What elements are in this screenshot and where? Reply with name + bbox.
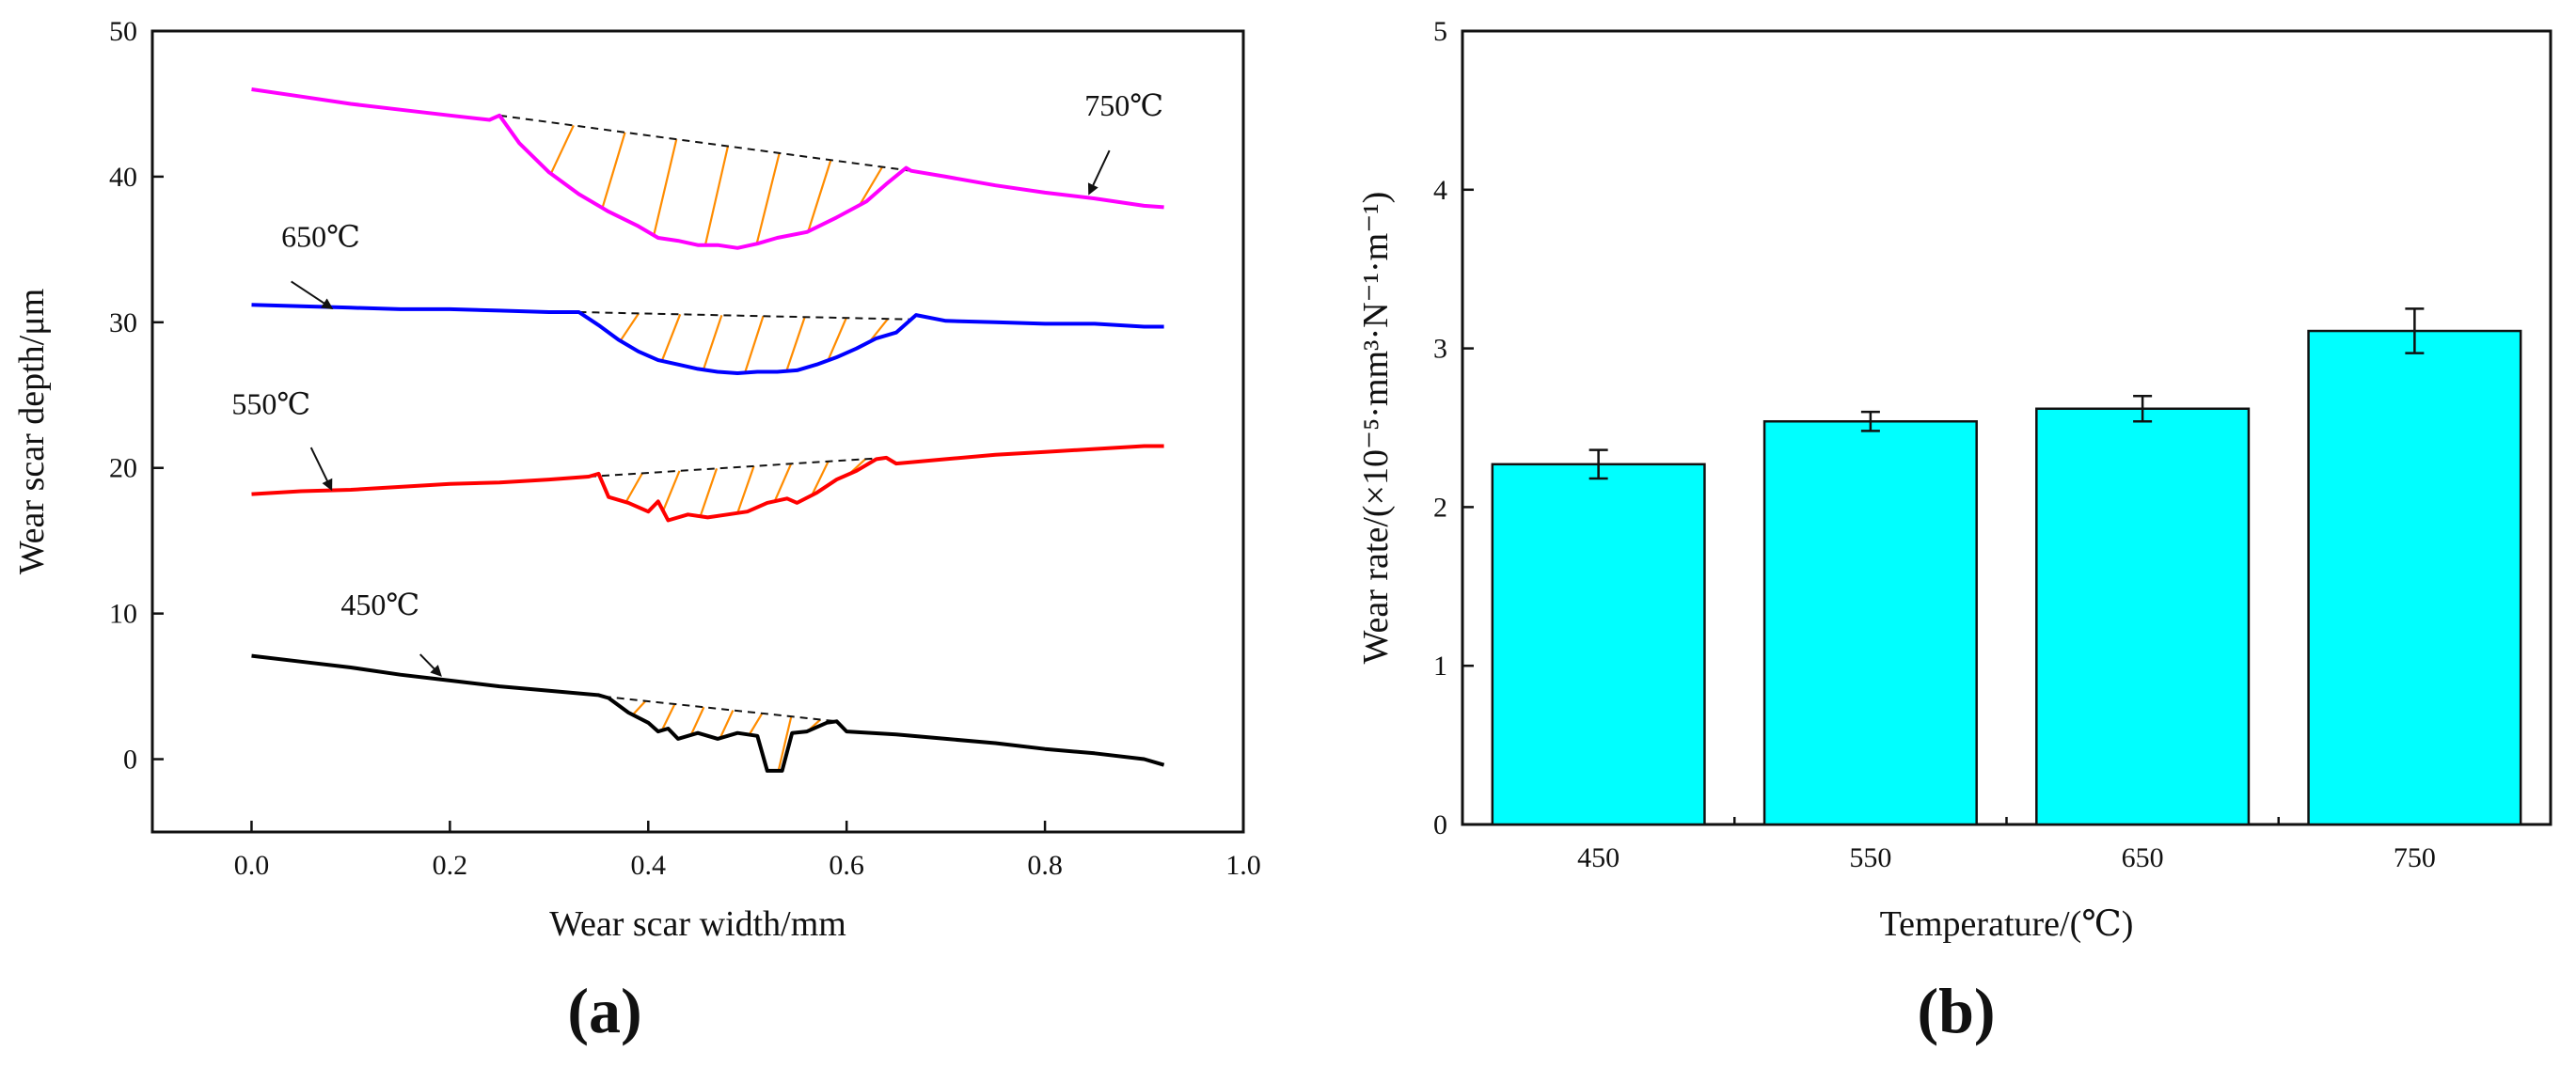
- wear-hatch-line: [807, 159, 832, 232]
- wear-hatch-line: [689, 706, 705, 736]
- wear-baseline-dashed: [578, 310, 911, 321]
- wear-hatch-line: [811, 461, 830, 496]
- chart-b: 0 1 2 3 4 5 450 550 650 750 Temperature/(℃) Wear ra…: [1356, 16, 2552, 944]
- wear-hatch-line: [549, 124, 575, 175]
- wear-hatch-line: [703, 146, 730, 245]
- y-tick-label: 20: [109, 453, 137, 484]
- wear-hatch-line: [702, 314, 723, 370]
- wear-hatch-line: [744, 315, 765, 373]
- series-arrow: [309, 447, 333, 492]
- plot-frame: [150, 29, 1245, 834]
- x-axis-title: Wear scar width/mm: [549, 904, 846, 944]
- wear-hatch-line: [773, 463, 793, 502]
- wear-hatch-line: [660, 703, 676, 731]
- x-tick-label-650: 650: [2122, 842, 2164, 873]
- x-axis-title: Temperature/(℃): [1880, 904, 2134, 944]
- profile-line: [251, 303, 1164, 375]
- y-tick-label: 2: [1433, 492, 1447, 523]
- panel-label-b: (b): [1917, 975, 1995, 1046]
- series-arrow: [1087, 149, 1111, 196]
- y-tick-label: 0: [123, 745, 137, 776]
- wear-hatch-line: [859, 166, 884, 206]
- x-tick-label-450: 450: [1577, 842, 1620, 873]
- profile-line: [251, 444, 1164, 523]
- wear-hatch-line: [736, 465, 755, 514]
- x-tick-label: 0.8: [1027, 850, 1063, 881]
- y-tick-label: 4: [1433, 175, 1447, 206]
- wear-hatch-line: [868, 318, 889, 343]
- series-750℃: 750℃: [251, 87, 1164, 250]
- wear-hatch-line: [662, 470, 681, 511]
- y-tick-label: 40: [109, 162, 137, 193]
- x-tick-label-750: 750: [2394, 842, 2436, 873]
- wear-baseline-dashed: [498, 114, 911, 172]
- y-tick-label: 0: [1433, 809, 1447, 840]
- wear-baseline-dashed: [588, 456, 887, 479]
- bar-450: [1491, 463, 1706, 826]
- wear-hatch-line: [624, 472, 643, 503]
- wear-hatch-line: [827, 317, 847, 361]
- x-tick-label-550: 550: [1849, 842, 1891, 873]
- series-label: 550℃: [231, 386, 310, 420]
- wear-hatch-line: [748, 713, 764, 736]
- wear-hatch-line: [660, 313, 682, 362]
- series-label: 450℃: [340, 588, 419, 621]
- profile-line: [251, 653, 1165, 773]
- y-axis-title: Wear rate/(×10⁻⁵·mm³·N⁻¹·m⁻¹): [1356, 192, 1396, 665]
- profile-line: [251, 87, 1164, 250]
- wear-hatch-line: [777, 715, 793, 772]
- wear-hatch-line: [755, 152, 781, 244]
- bar-750: [2307, 329, 2522, 826]
- series-550℃: 550℃: [231, 386, 1164, 523]
- y-tick-label: 5: [1433, 16, 1447, 47]
- series-450℃: 450℃: [251, 588, 1165, 773]
- chart-a: 0.0 0.2 0.4 0.6 0.8 1.0 0 10 20 30 40 50 Wear scar w…: [12, 16, 1261, 944]
- wear-hatch-line: [699, 468, 719, 517]
- x-tick-label: 1.0: [1225, 850, 1261, 881]
- bar-650: [2035, 407, 2251, 826]
- series-arrow: [291, 280, 334, 309]
- wear-hatch-line: [601, 132, 626, 209]
- wear-hatch-line: [653, 138, 678, 236]
- series-label: 750℃: [1084, 88, 1163, 122]
- x-tick-label: 0.4: [631, 850, 667, 881]
- series-650℃: 650℃: [251, 219, 1164, 375]
- panel-label-a: (a): [567, 975, 641, 1046]
- wear-hatch-line: [631, 699, 647, 716]
- y-tick-label: 3: [1433, 334, 1447, 365]
- wear-hatch-line: [785, 316, 806, 372]
- wear-hatch-line: [619, 312, 640, 342]
- x-tick-label: 0.0: [234, 850, 270, 881]
- y-tick-label: 10: [109, 599, 137, 630]
- y-tick-label: 1: [1433, 651, 1447, 682]
- series-arrow: [419, 653, 442, 677]
- wear-hatch-line: [719, 710, 735, 739]
- y-tick-label: 30: [109, 307, 137, 338]
- series-label: 650℃: [281, 219, 360, 253]
- x-tick-label: 0.2: [433, 850, 468, 881]
- bar-550: [1762, 419, 1978, 826]
- y-axis-title: Wear scar depth/μm: [12, 289, 52, 574]
- y-tick-label: 50: [109, 16, 137, 47]
- x-tick-label: 0.6: [829, 850, 864, 881]
